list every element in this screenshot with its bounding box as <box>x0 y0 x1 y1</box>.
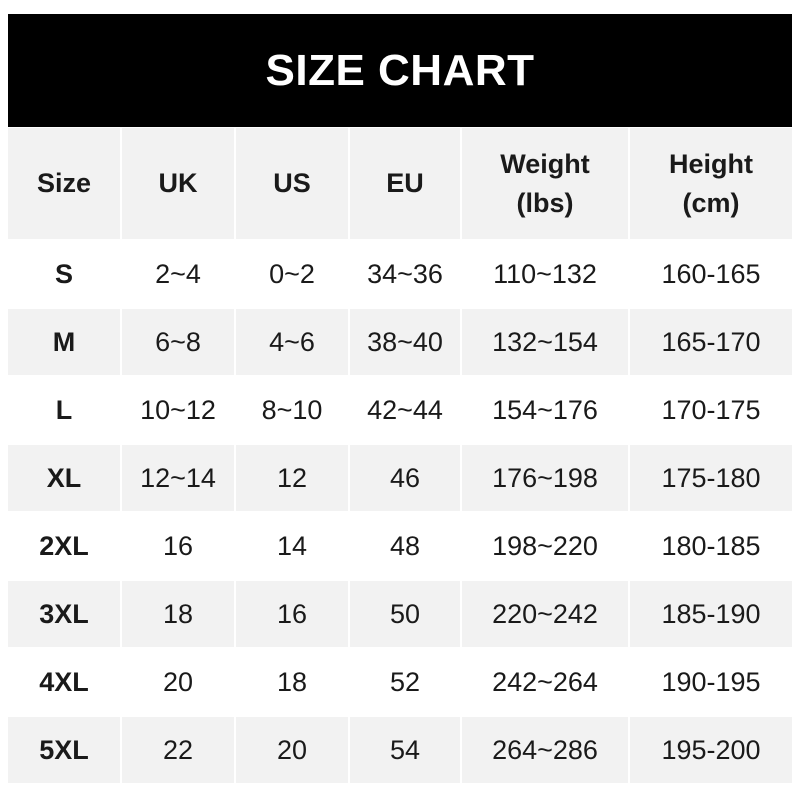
table-cell: 0~2 <box>236 241 348 307</box>
table-row: 5XL 22 20 54 264~286 195-200 <box>8 717 792 783</box>
table-cell: 242~264 <box>462 649 628 715</box>
size-label-cell: XL <box>8 445 120 511</box>
table-cell: 46 <box>350 445 460 511</box>
size-label-cell: L <box>8 377 120 443</box>
table-cell: 16 <box>122 513 234 579</box>
column-header: UK <box>122 128 234 239</box>
table-cell: 198~220 <box>462 513 628 579</box>
table-cell: 14 <box>236 513 348 579</box>
table-row: 4XL 20 18 52 242~264 190-195 <box>8 649 792 715</box>
size-label-cell: 3XL <box>8 581 120 647</box>
table-cell: 160-165 <box>630 241 792 307</box>
table-cell: 195-200 <box>630 717 792 783</box>
table-cell: 18 <box>122 581 234 647</box>
table-cell: 12 <box>236 445 348 511</box>
table-cell: 175-180 <box>630 445 792 511</box>
table-cell: 54 <box>350 717 460 783</box>
table-cell: 8~10 <box>236 377 348 443</box>
size-label-cell: 2XL <box>8 513 120 579</box>
column-header: Height (cm) <box>630 128 792 239</box>
size-chart-title: SIZE CHART <box>8 14 792 127</box>
table-cell: 220~242 <box>462 581 628 647</box>
table-cell: 48 <box>350 513 460 579</box>
table-cell: 6~8 <box>122 309 234 375</box>
size-chart-table: Size UK US EU Weight (lbs) Height (cm) S 2~4 0~… <box>6 126 794 785</box>
column-header: EU <box>350 128 460 239</box>
table-cell: 4~6 <box>236 309 348 375</box>
table-cell: 42~44 <box>350 377 460 443</box>
table-cell: 185-190 <box>630 581 792 647</box>
size-label-cell: 5XL <box>8 717 120 783</box>
table-header-row: Size UK US EU Weight (lbs) Height (cm) <box>8 128 792 239</box>
table-row: S 2~4 0~2 34~36 110~132 160-165 <box>8 241 792 307</box>
table-row: XL 12~14 12 46 176~198 175-180 <box>8 445 792 511</box>
size-label-cell: 4XL <box>8 649 120 715</box>
table-cell: 154~176 <box>462 377 628 443</box>
table-cell: 18 <box>236 649 348 715</box>
table-cell: 132~154 <box>462 309 628 375</box>
table-cell: 165-170 <box>630 309 792 375</box>
table-cell: 170-175 <box>630 377 792 443</box>
table-cell: 190-195 <box>630 649 792 715</box>
table-cell: 180-185 <box>630 513 792 579</box>
table-cell: 50 <box>350 581 460 647</box>
table-row: M 6~8 4~6 38~40 132~154 165-170 <box>8 309 792 375</box>
column-header: Weight (lbs) <box>462 128 628 239</box>
table-row: 3XL 18 16 50 220~242 185-190 <box>8 581 792 647</box>
table-cell: 110~132 <box>462 241 628 307</box>
size-label-cell: S <box>8 241 120 307</box>
column-header: Size <box>8 128 120 239</box>
table-cell: 264~286 <box>462 717 628 783</box>
table-row: 2XL 16 14 48 198~220 180-185 <box>8 513 792 579</box>
table-cell: 10~12 <box>122 377 234 443</box>
table-cell: 34~36 <box>350 241 460 307</box>
table-cell: 2~4 <box>122 241 234 307</box>
table-cell: 16 <box>236 581 348 647</box>
table-cell: 22 <box>122 717 234 783</box>
size-label-cell: M <box>8 309 120 375</box>
table-cell: 176~198 <box>462 445 628 511</box>
table-cell: 20 <box>236 717 348 783</box>
table-row: L 10~12 8~10 42~44 154~176 170-175 <box>8 377 792 443</box>
column-header: US <box>236 128 348 239</box>
table-cell: 38~40 <box>350 309 460 375</box>
table-cell: 12~14 <box>122 445 234 511</box>
table-cell: 20 <box>122 649 234 715</box>
table-cell: 52 <box>350 649 460 715</box>
